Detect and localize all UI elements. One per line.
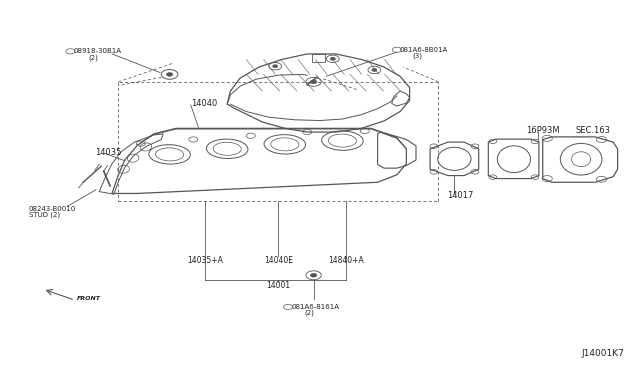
Bar [312, 54, 325, 62]
Text: 08243-B0010: 08243-B0010 [29, 206, 76, 212]
Circle shape [310, 273, 317, 277]
Text: 081A6-8B01A: 081A6-8B01A [400, 47, 448, 53]
Text: 14001: 14001 [266, 281, 291, 290]
Text: FRONT: FRONT [77, 296, 101, 301]
Circle shape [310, 80, 317, 84]
Text: 14035: 14035 [95, 148, 121, 157]
Text: 14017: 14017 [447, 191, 473, 200]
Circle shape [166, 73, 173, 76]
Circle shape [330, 57, 335, 60]
Circle shape [372, 68, 377, 71]
Text: 081A6-8161A: 081A6-8161A [292, 304, 340, 310]
Text: J14001K7: J14001K7 [581, 349, 624, 358]
Text: 14840+A: 14840+A [328, 256, 364, 265]
Circle shape [273, 65, 278, 68]
Text: 14040: 14040 [191, 99, 217, 108]
Text: SEC.163: SEC.163 [576, 126, 611, 135]
Text: 16P93M: 16P93M [526, 126, 560, 135]
Text: 14035+A: 14035+A [187, 256, 223, 265]
Text: (2): (2) [305, 310, 314, 316]
Text: (2): (2) [88, 54, 98, 61]
Text: 08918-30B1A: 08918-30B1A [74, 48, 122, 54]
Text: (3): (3) [413, 52, 423, 59]
Text: 14040E: 14040E [264, 256, 293, 265]
Text: STUD (2): STUD (2) [29, 212, 60, 218]
